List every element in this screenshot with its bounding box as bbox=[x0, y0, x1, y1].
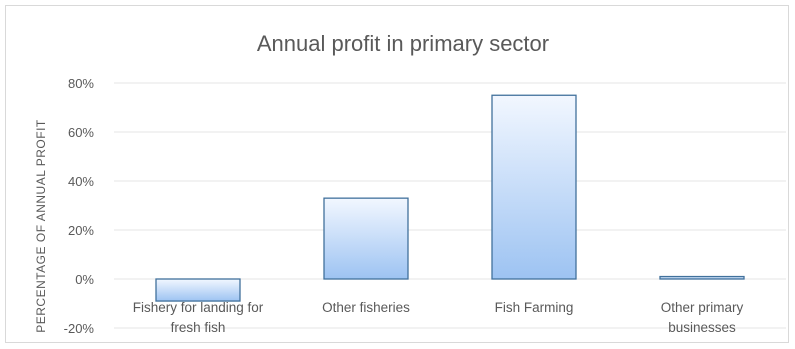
y-axis-label: PERCENTAGE OF ANNUAL PROFIT bbox=[34, 119, 48, 333]
category-label: Fish Farming bbox=[495, 300, 574, 315]
y-tick-label: 60% bbox=[68, 125, 94, 140]
y-tick-label: 0% bbox=[75, 272, 94, 287]
y-tick-labels: -20% 0% 20% 40% 60% 80% bbox=[64, 76, 95, 336]
chart-title: Annual profit in primary sector bbox=[257, 31, 549, 56]
bars bbox=[155, 94, 745, 302]
category-label: Fishery for landing for fresh fish bbox=[133, 300, 264, 335]
category-labels: Fishery for landing for fresh fish Other f… bbox=[133, 300, 744, 335]
y-tick-label: 80% bbox=[68, 76, 94, 91]
bar bbox=[155, 278, 241, 302]
bar-chart: Annual profit in primary sector PERCENTA… bbox=[34, 31, 786, 336]
chart-frame: Annual profit in primary sector PERCENTA… bbox=[5, 5, 789, 343]
bar bbox=[491, 94, 577, 280]
y-tick-label: 20% bbox=[68, 223, 94, 238]
category-label: Other primary businesses bbox=[661, 300, 744, 335]
y-tick-label: 40% bbox=[68, 174, 94, 189]
bar bbox=[323, 197, 409, 280]
y-tick-label: -20% bbox=[64, 321, 95, 336]
bar bbox=[659, 275, 745, 280]
category-label: Other fisheries bbox=[322, 300, 410, 315]
